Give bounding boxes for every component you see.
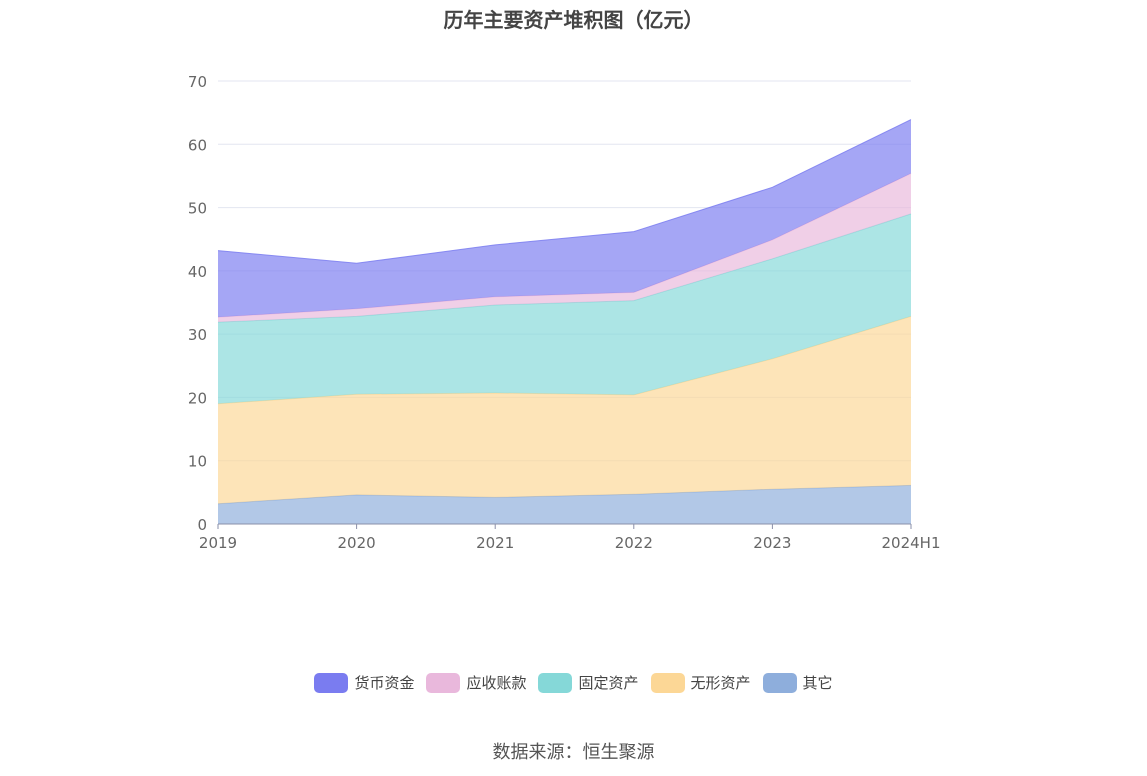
y-tick-label: 0 — [197, 516, 207, 534]
legend-label: 无形资产 — [690, 674, 751, 692]
area-series — [217, 119, 912, 524]
x-tick-label: 2023 — [753, 534, 791, 552]
x-tick-label: 2021 — [476, 534, 514, 552]
y-tick-label: 60 — [188, 136, 207, 154]
area-其它 — [218, 485, 911, 524]
series-line-货币资金 — [217, 119, 912, 264]
x-tick-label: 2019 — [199, 534, 237, 552]
legend-item[interactable]: 应收账款 — [426, 672, 526, 693]
y-tick-label: 20 — [188, 389, 207, 407]
legend-label: 固定资产 — [578, 674, 639, 692]
y-tick-label: 30 — [188, 326, 207, 344]
axes: 0 10 20 30 40 50 60 70 2019 2020 2021 2022 2023 2024H… — [188, 73, 941, 552]
x-tick-label: 2024H1 — [882, 534, 941, 552]
legend-label: 其它 — [802, 674, 833, 692]
y-tick-label: 50 — [188, 200, 207, 218]
data-source: 数据来源：恒生聚源 — [492, 742, 655, 763]
chart-title: 历年主要资产堆积图（亿元） — [443, 8, 704, 32]
area-固定资产 — [218, 213, 911, 404]
area-应收账款 — [218, 173, 911, 323]
series-line-其它 — [217, 484, 912, 505]
x-tick-label: 2020 — [338, 534, 376, 552]
legend-swatch — [538, 672, 573, 693]
legend-swatch — [426, 672, 461, 693]
y-tick-label: 70 — [188, 73, 207, 91]
series-line-无形资产 — [217, 315, 912, 405]
area-无形资产 — [218, 316, 911, 504]
legend: 货币资金 应收账款 固定资产 无形资产 其它 — [0, 672, 1147, 693]
stacked-area-chart: 0 10 20 30 40 50 60 70 2019 2020 2021 2022 2023 2024H… — [188, 73, 941, 552]
legend-item[interactable]: 无形资产 — [650, 672, 751, 693]
y-tick-label: 40 — [188, 263, 207, 281]
legend-swatch — [762, 672, 797, 693]
legend-item[interactable]: 固定资产 — [538, 672, 639, 693]
area-货币资金 — [218, 119, 911, 318]
legend-label: 货币资金 — [354, 674, 415, 692]
legend-item[interactable]: 其它 — [762, 672, 833, 693]
legend-swatch — [650, 672, 685, 693]
legend-item[interactable]: 货币资金 — [314, 672, 414, 693]
x-tick-label: 2022 — [615, 534, 653, 552]
legend-swatch — [314, 672, 349, 693]
y-tick-label: 10 — [188, 453, 207, 471]
legend-label: 应收账款 — [466, 674, 527, 692]
